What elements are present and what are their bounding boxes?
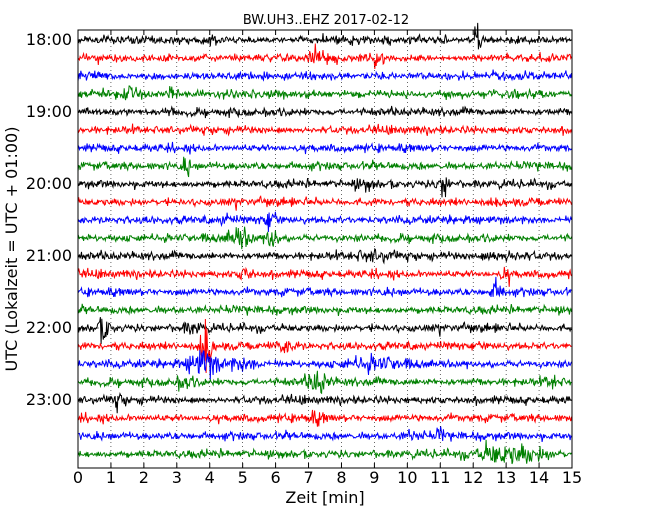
x-tick-label: 4 [205,468,215,487]
x-tick-label: 13 [496,468,516,487]
y-tick-label: 18:00 [26,30,72,49]
x-tick-label: 10 [397,468,417,487]
x-tick-label: 14 [529,468,549,487]
seismic-trace [77,69,572,82]
x-tick-label: 15 [562,468,582,487]
x-tick-label: 3 [172,468,182,487]
seismic-trace [77,247,572,265]
y-tick-label: 21:00 [26,246,72,265]
seismic-trace [77,266,572,287]
seismic-trace [77,370,572,395]
x-tick-label: 5 [238,468,248,487]
seismic-trace [77,123,572,137]
seismic-trace [77,85,572,101]
x-tick-label: 11 [430,468,450,487]
seismic-trace [77,350,572,381]
seismic-trace [77,318,572,374]
seismic-trace [77,303,572,316]
x-axis-ticks: 0 1 2 3 4 5 6 7 8 9 10 11 12 13 14 15 [73,30,582,487]
seismic-trace [77,156,572,178]
plot-frame [77,29,573,469]
x-tick-label: 7 [303,468,313,487]
y-tick-label: 19:00 [26,102,72,121]
x-tick-label: 6 [271,468,281,487]
y-axis-label: UTC (Lokalzeit = UTC + 01:00) [2,127,21,372]
seismic-trace [77,426,572,442]
x-tick-label: 9 [369,468,379,487]
seismic-trace [77,22,572,50]
y-tick-label: 20:00 [26,174,72,193]
seismic-trace [77,439,572,465]
y-axis-ticks: 18:00 19:00 20:00 21:00 22:00 23:00 [26,30,572,409]
seismic-trace [77,392,572,414]
x-tick-label: 1 [106,468,116,487]
x-tick-label: 8 [336,468,346,487]
seismic-trace [77,409,572,427]
seismic-trace [77,317,572,345]
chart-title: BW.UH3..EHZ 2017-02-12 [243,13,409,28]
y-tick-label: 22:00 [26,318,72,337]
x-axis-label: Zeit [min] [285,488,364,507]
x-tick-label: 0 [73,468,83,487]
seismic-trace [77,43,572,69]
y-tick-label: 23:00 [26,390,72,409]
seismic-trace [77,177,572,198]
seismic-trace [77,226,572,250]
seismic-trace [77,211,572,233]
trace-group [77,22,572,465]
seismic-trace [77,195,572,211]
seismic-trace [77,141,572,155]
seismic-trace [77,276,572,298]
x-tick-label: 2 [139,468,149,487]
x-tick-label: 12 [463,468,483,487]
seismic-trace [77,105,572,119]
